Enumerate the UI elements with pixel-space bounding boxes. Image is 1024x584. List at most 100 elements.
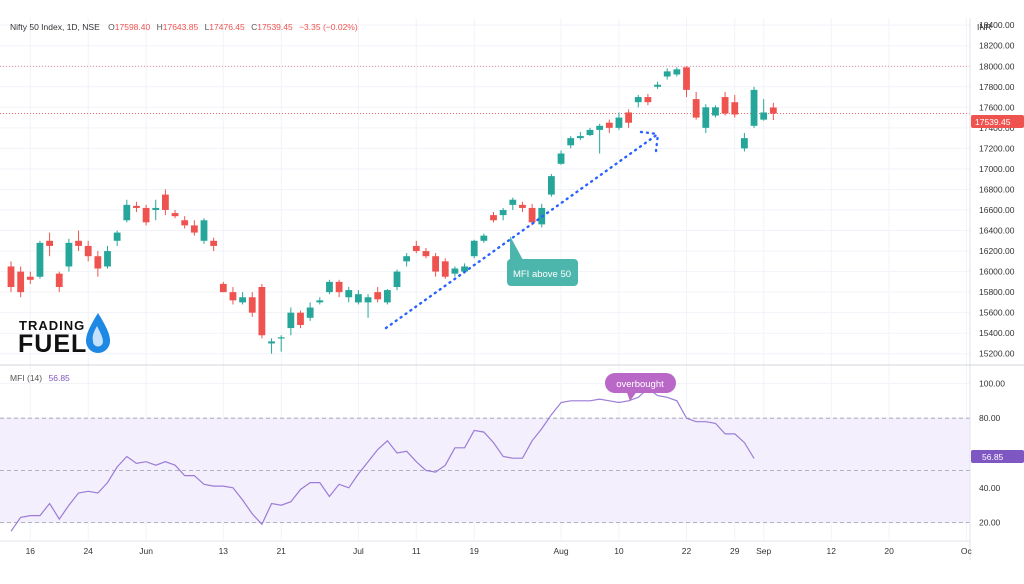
candle[interactable] <box>576 131 584 141</box>
candle-body <box>94 256 102 269</box>
candle[interactable] <box>519 201 526 213</box>
candle[interactable] <box>673 67 681 77</box>
candle[interactable] <box>258 283 266 339</box>
time-tick-label: 20 <box>884 546 894 556</box>
candle[interactable] <box>306 302 314 321</box>
candle[interactable] <box>335 279 343 298</box>
mfi-value-badge-bg <box>971 450 1024 463</box>
candle[interactable] <box>268 338 275 354</box>
candle[interactable] <box>277 335 285 352</box>
candle[interactable] <box>634 95 642 108</box>
candle[interactable] <box>393 269 401 291</box>
candle[interactable] <box>75 230 82 252</box>
candle[interactable] <box>596 123 604 154</box>
callout-mfi-above-50[interactable]: MFI above 50 <box>507 236 578 286</box>
candle[interactable] <box>171 209 179 219</box>
candle[interactable] <box>557 150 565 165</box>
candle[interactable] <box>55 271 63 293</box>
candle[interactable] <box>326 279 333 295</box>
candle[interactable] <box>239 292 246 305</box>
candle-body <box>162 194 169 210</box>
candle[interactable] <box>181 216 189 229</box>
candle[interactable] <box>412 240 420 254</box>
candle[interactable] <box>422 247 430 259</box>
candle[interactable] <box>470 239 478 259</box>
time-tick-label: 10 <box>614 546 624 556</box>
candle[interactable] <box>190 220 198 236</box>
candle-body <box>470 240 478 257</box>
candle[interactable] <box>760 99 768 121</box>
candle[interactable] <box>567 136 575 149</box>
candle[interactable] <box>65 238 73 272</box>
candle[interactable] <box>721 91 729 116</box>
candle[interactable] <box>84 240 92 262</box>
candle[interactable] <box>403 253 411 267</box>
candle-body <box>36 242 44 277</box>
candle[interactable] <box>548 174 555 197</box>
candle[interactable] <box>451 266 459 277</box>
candle-body <box>46 240 53 246</box>
candle[interactable] <box>142 204 150 226</box>
candle[interactable] <box>210 237 218 252</box>
candle[interactable] <box>316 297 324 305</box>
price-tick-label: 15800.00 <box>979 287 1015 297</box>
candle[interactable] <box>355 290 362 305</box>
candle[interactable] <box>702 104 710 133</box>
candle[interactable] <box>345 286 353 303</box>
candle[interactable] <box>490 212 497 223</box>
candle-body <box>383 290 391 303</box>
candle[interactable] <box>432 253 439 277</box>
candle[interactable] <box>229 286 237 305</box>
candle[interactable] <box>383 289 391 305</box>
candle-body <box>596 125 604 130</box>
candle[interactable] <box>94 251 102 277</box>
candle-body <box>181 220 189 226</box>
candle[interactable] <box>200 218 208 244</box>
candle[interactable] <box>133 201 140 213</box>
candle[interactable] <box>441 258 449 279</box>
candle[interactable] <box>741 132 748 152</box>
candle[interactable] <box>692 91 700 120</box>
candle-body <box>374 292 382 300</box>
candle[interactable] <box>36 240 44 279</box>
candle[interactable] <box>683 66 690 98</box>
candle[interactable] <box>644 93 652 106</box>
candle[interactable] <box>7 261 15 293</box>
candle[interactable] <box>750 86 758 128</box>
candle-body <box>673 69 681 75</box>
candle[interactable] <box>663 68 671 80</box>
candle[interactable] <box>480 233 488 243</box>
candle-body <box>248 297 256 313</box>
candle[interactable] <box>219 281 227 293</box>
candle[interactable] <box>586 127 594 137</box>
candle[interactable] <box>113 230 121 246</box>
candle[interactable] <box>605 119 613 133</box>
candle[interactable] <box>769 102 777 121</box>
candle[interactable] <box>625 109 632 128</box>
candle[interactable] <box>528 203 536 226</box>
candle[interactable] <box>499 207 507 221</box>
candle[interactable] <box>615 112 623 130</box>
candle-body <box>364 297 372 303</box>
open-value: 17598.40 <box>115 22 151 32</box>
candle[interactable] <box>123 199 131 223</box>
callout-overbought[interactable]: overbought <box>605 373 676 401</box>
candle[interactable] <box>374 286 382 303</box>
candle[interactable] <box>731 95 739 118</box>
candle[interactable] <box>712 105 719 118</box>
candle[interactable] <box>509 197 517 210</box>
candle[interactable] <box>152 199 160 221</box>
candle-body <box>721 97 729 114</box>
candle[interactable] <box>46 232 53 257</box>
candle[interactable] <box>104 245 111 269</box>
candle[interactable] <box>26 271 34 284</box>
candle[interactable] <box>297 310 304 329</box>
candle-body <box>692 99 700 118</box>
candle[interactable] <box>364 294 372 318</box>
candle[interactable] <box>654 81 661 89</box>
candle[interactable] <box>162 189 169 216</box>
candle[interactable] <box>287 307 295 336</box>
candle[interactable] <box>248 292 256 317</box>
candlestick-series[interactable] <box>7 66 777 354</box>
candle[interactable] <box>17 266 25 298</box>
